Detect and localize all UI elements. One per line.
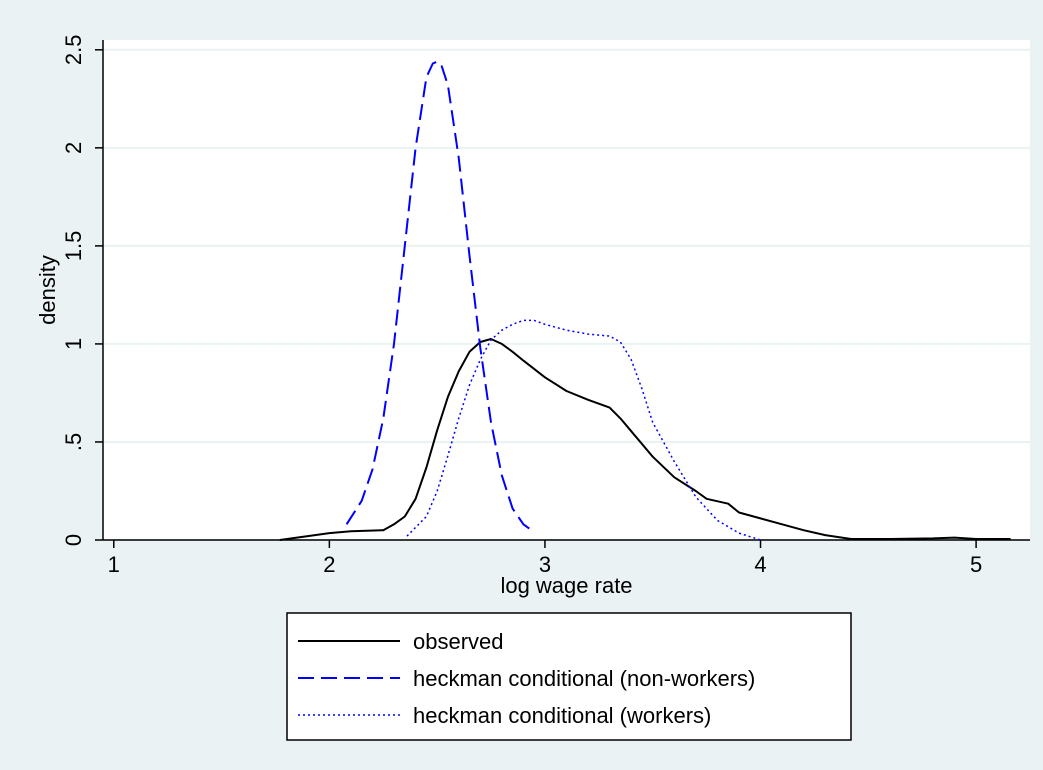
legend-box	[286, 612, 852, 741]
legend-label: heckman conditional (non-workers)	[413, 666, 755, 691]
y-tick-label: 2	[61, 142, 86, 154]
x-tick-label: 4	[754, 552, 766, 577]
legend: observed heckman conditional (non-workers…	[286, 612, 852, 741]
y-axis-title: density	[35, 255, 60, 325]
y-tick-label: 2.5	[61, 35, 86, 66]
x-axis-title: log wage rate	[500, 573, 632, 598]
x-tick-label: 1	[108, 552, 120, 577]
plot-area	[103, 40, 1030, 540]
x-tick-label: 3	[539, 552, 551, 577]
y-tick-label: 1	[61, 338, 86, 350]
y-tick-label: 1.5	[61, 231, 86, 262]
legend-label: observed	[413, 629, 504, 654]
series-line-3	[406, 319, 761, 541]
series-line-1	[279, 338, 1011, 541]
y-tick-label: 0	[61, 534, 86, 546]
y-tick-label: .5	[61, 433, 86, 451]
x-tick-label: 5	[970, 552, 982, 577]
x-tick-label: 2	[323, 552, 335, 577]
axes: 1 2 3 4 5 0 .5 1 1.5 2 2.5	[61, 35, 1030, 577]
legend-label: heckman conditional (workers)	[413, 703, 711, 728]
series-line-2	[345, 60, 535, 534]
series-layer	[279, 60, 1011, 541]
